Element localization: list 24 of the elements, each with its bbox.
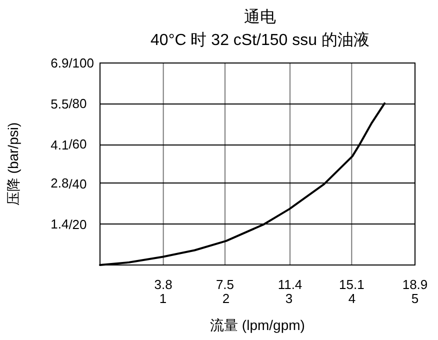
x2-tick-label: 2	[222, 291, 230, 306]
x-tick-label: 7.5	[216, 277, 234, 292]
y-tick-label: 2.8	[50, 176, 69, 191]
y-tick-label: 1.4	[50, 216, 69, 232]
x2-tick-label: 5	[411, 291, 419, 306]
y-tick-label: 4.1	[50, 137, 69, 152]
y-axis-title: 压降 (bar/psi)	[5, 122, 21, 206]
x-tick-label: 15.1	[339, 277, 364, 292]
chart-title: 通电	[244, 8, 276, 26]
y2-tick-label: /20	[68, 217, 87, 232]
x-tick-label: 18.9	[402, 277, 428, 292]
x2-tick-label: 1	[159, 291, 167, 306]
y2-tick-label: /100	[68, 56, 94, 70]
chart-subtitle: 40°C 时 32 cSt/150 ssu 的油液	[150, 31, 370, 49]
x-tick-label: 11.4	[278, 277, 302, 292]
x2-tick-label: 4	[348, 291, 356, 306]
y-tick-label: 5.5	[50, 96, 69, 112]
y-tick-label: 6.9	[50, 56, 69, 70]
y2-tick-label: /80	[68, 96, 87, 111]
x-axis-title: 流量 (lpm/gpm)	[210, 317, 305, 333]
x2-tick-label: 3	[285, 291, 293, 306]
y2-tick-label: /40	[68, 176, 87, 192]
x-tick-label: 3.8	[154, 277, 172, 292]
y2-tick-label: /60	[68, 136, 87, 152]
